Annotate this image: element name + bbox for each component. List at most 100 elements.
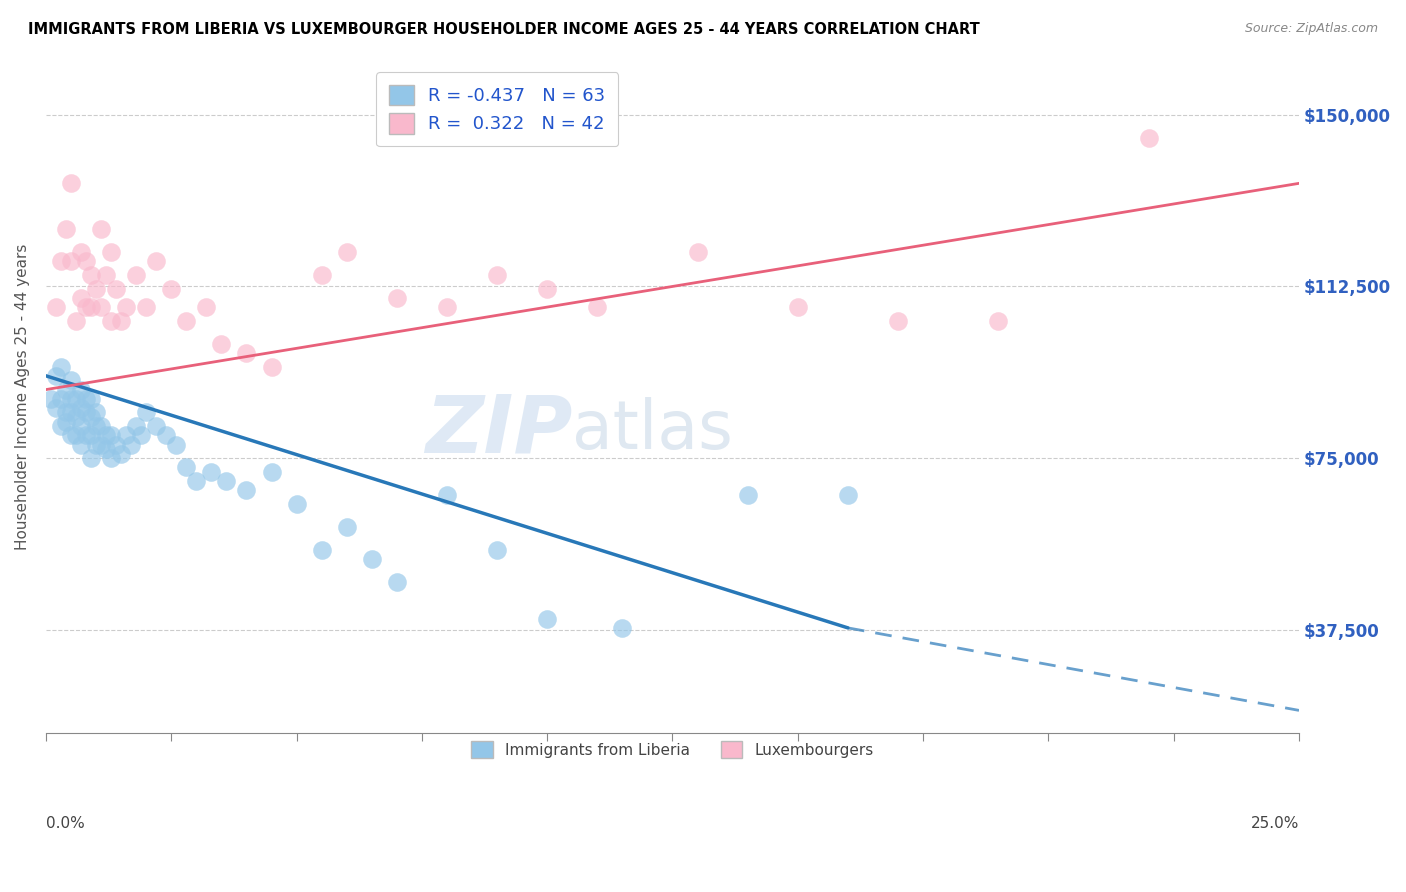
Point	[105, 282, 128, 296]
Point	[1137, 130, 1160, 145]
Point	[165, 437, 187, 451]
Point	[260, 465, 283, 479]
Point	[737, 488, 759, 502]
Point	[612, 621, 634, 635]
Point	[60, 254, 83, 268]
Point	[75, 392, 97, 406]
Point	[200, 465, 222, 479]
Point	[186, 474, 208, 488]
Point	[49, 419, 72, 434]
Point	[90, 300, 112, 314]
Point	[65, 428, 87, 442]
Point	[155, 428, 177, 442]
Point	[176, 460, 198, 475]
Point	[586, 300, 609, 314]
Point	[60, 392, 83, 406]
Text: Source: ZipAtlas.com: Source: ZipAtlas.com	[1244, 22, 1378, 36]
Point	[84, 419, 107, 434]
Point	[125, 419, 148, 434]
Point	[94, 268, 117, 282]
Point	[360, 552, 382, 566]
Point	[39, 392, 62, 406]
Point	[125, 268, 148, 282]
Point	[536, 282, 558, 296]
Text: 0.0%: 0.0%	[46, 816, 84, 830]
Text: 25.0%: 25.0%	[1251, 816, 1299, 830]
Point	[70, 245, 93, 260]
Point	[65, 410, 87, 425]
Point	[90, 437, 112, 451]
Point	[336, 520, 359, 534]
Point	[686, 245, 709, 260]
Point	[80, 300, 103, 314]
Point	[80, 451, 103, 466]
Point	[49, 254, 72, 268]
Point	[49, 359, 72, 374]
Point	[55, 383, 77, 397]
Point	[55, 405, 77, 419]
Point	[887, 314, 910, 328]
Point	[235, 483, 257, 498]
Point	[160, 282, 183, 296]
Point	[80, 428, 103, 442]
Point	[80, 268, 103, 282]
Point	[987, 314, 1010, 328]
Point	[60, 177, 83, 191]
Y-axis label: Householder Income Ages 25 - 44 years: Householder Income Ages 25 - 44 years	[15, 244, 30, 549]
Point	[55, 222, 77, 236]
Point	[110, 447, 132, 461]
Point	[129, 428, 152, 442]
Point	[536, 612, 558, 626]
Point	[75, 254, 97, 268]
Point	[100, 451, 122, 466]
Point	[260, 359, 283, 374]
Point	[70, 437, 93, 451]
Point	[45, 401, 67, 415]
Point	[436, 488, 458, 502]
Point	[49, 392, 72, 406]
Point	[84, 437, 107, 451]
Point	[100, 245, 122, 260]
Point	[336, 245, 359, 260]
Point	[145, 254, 167, 268]
Point	[94, 442, 117, 457]
Point	[80, 410, 103, 425]
Point	[110, 314, 132, 328]
Point	[486, 268, 509, 282]
Point	[70, 419, 93, 434]
Text: ZIP: ZIP	[425, 391, 572, 469]
Point	[70, 401, 93, 415]
Point	[80, 392, 103, 406]
Point	[84, 405, 107, 419]
Point	[84, 282, 107, 296]
Point	[75, 300, 97, 314]
Point	[90, 222, 112, 236]
Point	[436, 300, 458, 314]
Point	[145, 419, 167, 434]
Point	[90, 419, 112, 434]
Point	[120, 437, 142, 451]
Point	[100, 428, 122, 442]
Text: atlas: atlas	[572, 397, 733, 463]
Point	[385, 291, 408, 305]
Point	[70, 383, 93, 397]
Point	[311, 543, 333, 558]
Point	[195, 300, 218, 314]
Point	[215, 474, 238, 488]
Point	[100, 314, 122, 328]
Point	[105, 437, 128, 451]
Point	[209, 336, 232, 351]
Point	[60, 373, 83, 387]
Point	[65, 392, 87, 406]
Point	[55, 415, 77, 429]
Point	[285, 497, 308, 511]
Point	[311, 268, 333, 282]
Point	[115, 428, 138, 442]
Point	[135, 405, 157, 419]
Point	[60, 405, 83, 419]
Point	[235, 346, 257, 360]
Point	[486, 543, 509, 558]
Point	[135, 300, 157, 314]
Point	[75, 405, 97, 419]
Point	[385, 575, 408, 590]
